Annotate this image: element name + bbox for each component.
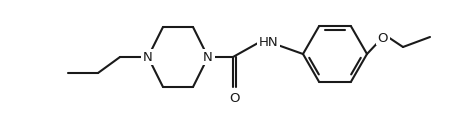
- Text: O: O: [378, 31, 388, 44]
- Text: HN: HN: [259, 36, 279, 49]
- Text: N: N: [143, 51, 153, 64]
- Text: O: O: [229, 91, 240, 104]
- Text: N: N: [203, 51, 213, 64]
